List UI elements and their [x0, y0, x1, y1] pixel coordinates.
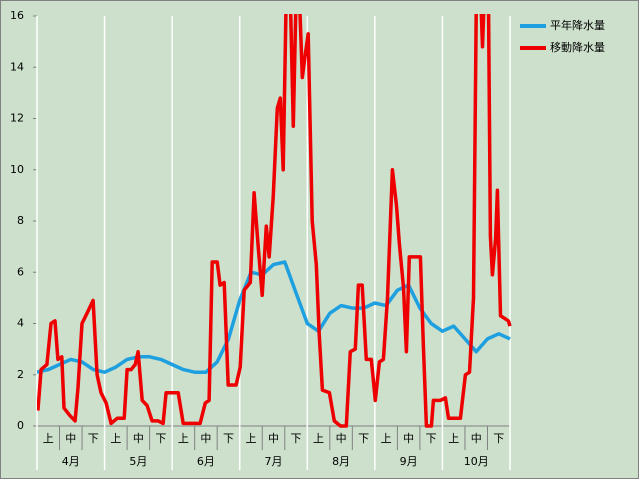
series-line [37, 14, 512, 428]
y-tick-label: 0 [17, 419, 24, 432]
x-tick-label: 中 [133, 432, 144, 445]
x-tick-label: 下 [358, 432, 369, 445]
x-tick-label: 上 [381, 432, 392, 445]
series-line [37, 260, 511, 374]
group-label: 8月 [332, 455, 350, 468]
x-tick-label: 上 [245, 432, 256, 445]
group-label: 9月 [400, 455, 418, 468]
y-tick-label: 16 [10, 9, 24, 22]
group-label: 4月 [62, 455, 80, 468]
y-tick-label: 14 [10, 60, 24, 73]
y-tick-label: 10 [10, 163, 24, 176]
y-tick-label: 12 [10, 112, 24, 125]
x-tick-label: 下 [155, 432, 166, 445]
group-label: 5月 [129, 455, 147, 468]
y-tick-label: 8 [17, 214, 24, 227]
y-tick-label: 6 [17, 265, 24, 278]
x-tick-label: 上 [313, 432, 324, 445]
x-tick-label: 下 [88, 432, 99, 445]
x-tick-label: 中 [403, 432, 414, 445]
x-tick-label: 中 [200, 432, 211, 445]
legend-label: 移動降水量 [550, 40, 605, 54]
legend-label: 平年降水量 [550, 18, 605, 32]
x-tick-label: 中 [268, 432, 279, 445]
x-tick-label: 中 [65, 432, 76, 445]
y-tick-label: 4 [17, 317, 24, 330]
group-label: 7月 [265, 455, 283, 468]
x-tick-label: 下 [493, 432, 504, 445]
x-tick-label: 中 [336, 432, 347, 445]
x-tick-label: 上 [448, 432, 459, 445]
x-tick-label: 上 [110, 432, 121, 445]
group-label: 6月 [197, 455, 215, 468]
x-tick-label: 上 [43, 432, 54, 445]
x-tick-label: 下 [223, 432, 234, 445]
x-tick-label: 下 [426, 432, 437, 445]
x-tick-label: 上 [178, 432, 189, 445]
x-tick-label: 中 [471, 432, 482, 445]
group-label: 10月 [464, 455, 489, 468]
x-tick-label: 下 [291, 432, 302, 445]
plot-area [37, 14, 512, 428]
y-tick-label: 2 [17, 368, 24, 381]
